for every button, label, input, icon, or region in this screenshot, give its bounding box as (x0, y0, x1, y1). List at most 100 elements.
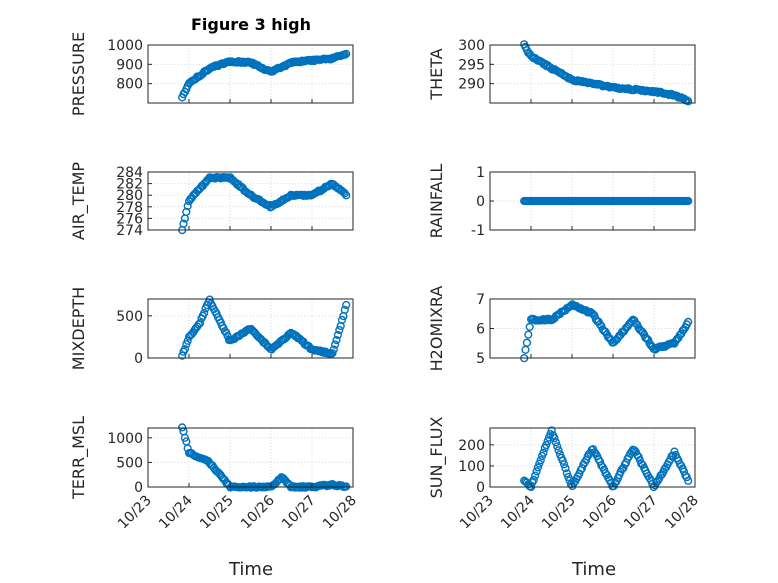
series-markers (178, 173, 351, 235)
y-tick-label: 100 (458, 459, 485, 475)
series-markers (520, 196, 693, 206)
data-marker (340, 305, 349, 314)
y-tick-label: 1000 (107, 431, 143, 447)
series-markers (520, 300, 693, 363)
x-tick-label: 10/24 (156, 492, 196, 532)
y-tick-label: 290 (458, 77, 485, 93)
y-axis-label: TERR_MSL (69, 416, 89, 500)
x-tick-label: 10/27 (621, 493, 661, 533)
y-axis-label: THETA (427, 48, 446, 100)
data-marker (205, 295, 214, 304)
data-marker (178, 423, 187, 432)
data-marker (183, 201, 192, 211)
data-marker (178, 351, 187, 360)
axes-box (147, 171, 354, 231)
y-tick-label: 276 (116, 211, 143, 227)
data-marker (337, 315, 347, 325)
data-marker (542, 440, 551, 450)
y-tick-label: 300 (458, 38, 485, 54)
y-tick-label: 0 (134, 480, 143, 496)
x-tick-label: 10/24 (498, 492, 538, 532)
data-marker (329, 345, 338, 354)
x-tick-label: 10/28 (662, 493, 702, 533)
y-tick-label: 280 (116, 188, 143, 204)
x-tick-label: 10/28 (320, 493, 360, 533)
y-tick-label: 500 (116, 309, 143, 325)
data-marker (333, 330, 343, 340)
data-marker (684, 317, 693, 327)
data-marker (559, 460, 569, 469)
series-markers (178, 295, 351, 360)
data-marker (522, 338, 532, 347)
axes-box (147, 427, 354, 488)
data-marker (200, 308, 209, 318)
y-axis-label: AIR_TEMP (69, 162, 89, 240)
data-marker (536, 456, 545, 465)
y-tick-label: 1 (476, 165, 485, 181)
data-marker (561, 464, 570, 473)
y-tick-label: 278 (116, 200, 143, 216)
panel-terr-msl: 0 500 1000 10/23 10/24 10/25 10/26 10/27 10/28 TE… (69, 416, 360, 532)
y-tick-label: 284 (116, 165, 143, 181)
data-marker (558, 456, 567, 465)
y-tick-label: 500 (116, 455, 143, 471)
data-marker (554, 446, 563, 455)
axes-box (489, 427, 696, 488)
panel-pressure: 800 900 1000 PRESSURE (69, 32, 354, 116)
data-marker (547, 426, 556, 435)
x-axis-label-right: Time (571, 559, 616, 580)
data-marker (553, 442, 562, 451)
plot-area (148, 172, 353, 230)
y-tick-label: 1000 (107, 38, 143, 54)
data-marker (340, 50, 349, 59)
series-markers (178, 423, 351, 492)
x-axis-label-left: Time (228, 559, 273, 580)
series-markers (520, 40, 693, 106)
data-marker (539, 448, 548, 457)
y-tick-label: 5 (476, 351, 485, 367)
x-tick-label: 10/27 (279, 493, 319, 533)
data-marker (684, 476, 693, 485)
data-marker (342, 49, 351, 58)
y-tick-label: 0 (476, 480, 485, 496)
panel-rainfall: -1 0 1 RAINFALL (427, 164, 696, 239)
data-marker (525, 322, 534, 332)
y-axis-label: MIXDEPTH (69, 287, 88, 370)
y-tick-label: 282 (116, 177, 143, 193)
data-marker (551, 438, 561, 447)
data-marker (180, 345, 190, 354)
x-tick-label: 10/26 (580, 492, 620, 532)
y-tick-label: 200 (458, 438, 485, 454)
y-axis-label: PRESSURE (69, 32, 88, 116)
y-tick-label: -1 (471, 223, 485, 239)
data-marker (684, 196, 693, 206)
axes-box (147, 298, 354, 359)
y-axis-label: SUN_FLUX (427, 417, 447, 499)
data-marker (532, 467, 541, 476)
y-tick-label: 900 (116, 57, 143, 73)
x-tick-label: 10/25 (539, 493, 579, 533)
data-marker (531, 471, 540, 480)
y-tick-label: 295 (458, 57, 485, 73)
y-tick-label: 800 (116, 77, 143, 93)
data-marker (682, 473, 691, 482)
panel-mixdepth: 0 500 MIXDEPTH (69, 287, 354, 370)
axes-box (147, 44, 354, 104)
data-marker (342, 191, 351, 200)
x-tick-label: 10/26 (238, 492, 278, 532)
figure-title: Figure 3 high (191, 15, 311, 34)
plot-area (148, 428, 353, 487)
data-marker (550, 434, 559, 443)
data-marker (562, 469, 572, 478)
series-markers (520, 426, 693, 492)
x-tick-label: 10/23 (115, 493, 155, 533)
data-marker (533, 463, 543, 472)
series-markers (178, 49, 351, 102)
panel-h2omixra: 5 6 7 H2OMIXRA (427, 286, 696, 372)
data-marker (180, 433, 190, 442)
y-axis-label: H2OMIXRA (427, 286, 446, 372)
data-marker (340, 189, 349, 198)
data-marker (524, 330, 533, 339)
data-marker (543, 437, 552, 446)
